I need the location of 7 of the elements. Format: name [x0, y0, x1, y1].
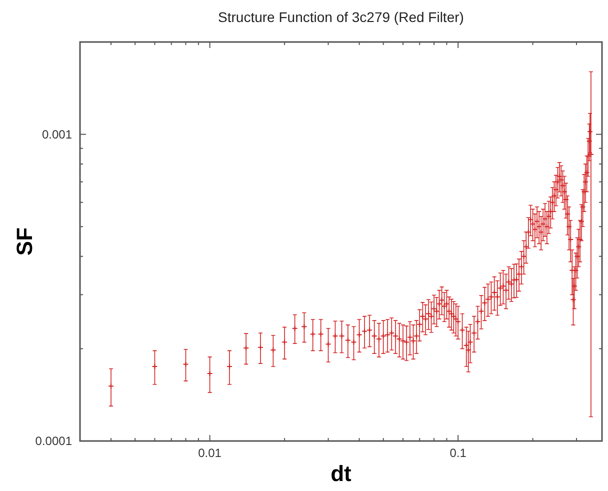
x-tick-label: 0.01	[198, 446, 222, 460]
y-axis-title: SF	[12, 227, 37, 256]
x-axis-title: dt	[330, 461, 352, 486]
y-tick-label: 0.001	[42, 128, 72, 142]
x-tick-label: 0.1	[450, 446, 467, 460]
y-tick-label: 0.0001	[35, 434, 72, 448]
chart-title: Structure Function of 3c279 (Red Filter)	[218, 9, 464, 25]
